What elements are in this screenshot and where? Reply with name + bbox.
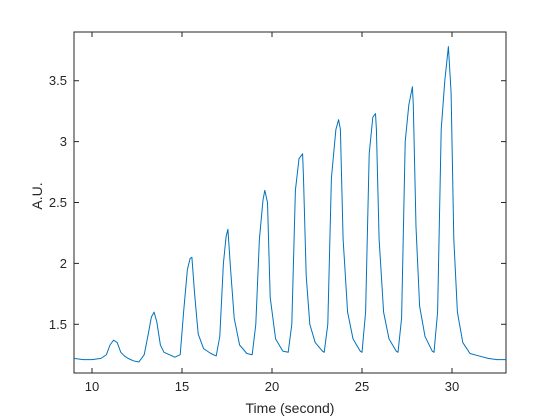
series-line-1 — [74, 46, 506, 363]
y-tick-label: 2 — [60, 256, 67, 271]
x-tick-label: 15 — [175, 379, 189, 394]
y-axis: 1.5 2 2.5 3 3.5 — [49, 73, 506, 332]
x-tick-label: 30 — [445, 379, 459, 394]
x-axis-label: Time (second) — [246, 400, 335, 416]
x-tick-label: 25 — [355, 379, 369, 394]
x-axis: 10 15 20 25 30 — [85, 32, 459, 394]
axes-box — [73, 31, 507, 374]
y-tick-label: 2.5 — [49, 195, 67, 210]
y-tick-label: 3.5 — [49, 73, 67, 88]
y-tick-label: 1.5 — [49, 317, 67, 332]
y-tick-label: 3 — [60, 134, 67, 149]
x-tick-label: 20 — [265, 379, 279, 394]
plot-area — [73, 31, 507, 374]
y-axis-label: A.U. — [29, 182, 45, 209]
x-tick-label: 10 — [85, 379, 99, 394]
